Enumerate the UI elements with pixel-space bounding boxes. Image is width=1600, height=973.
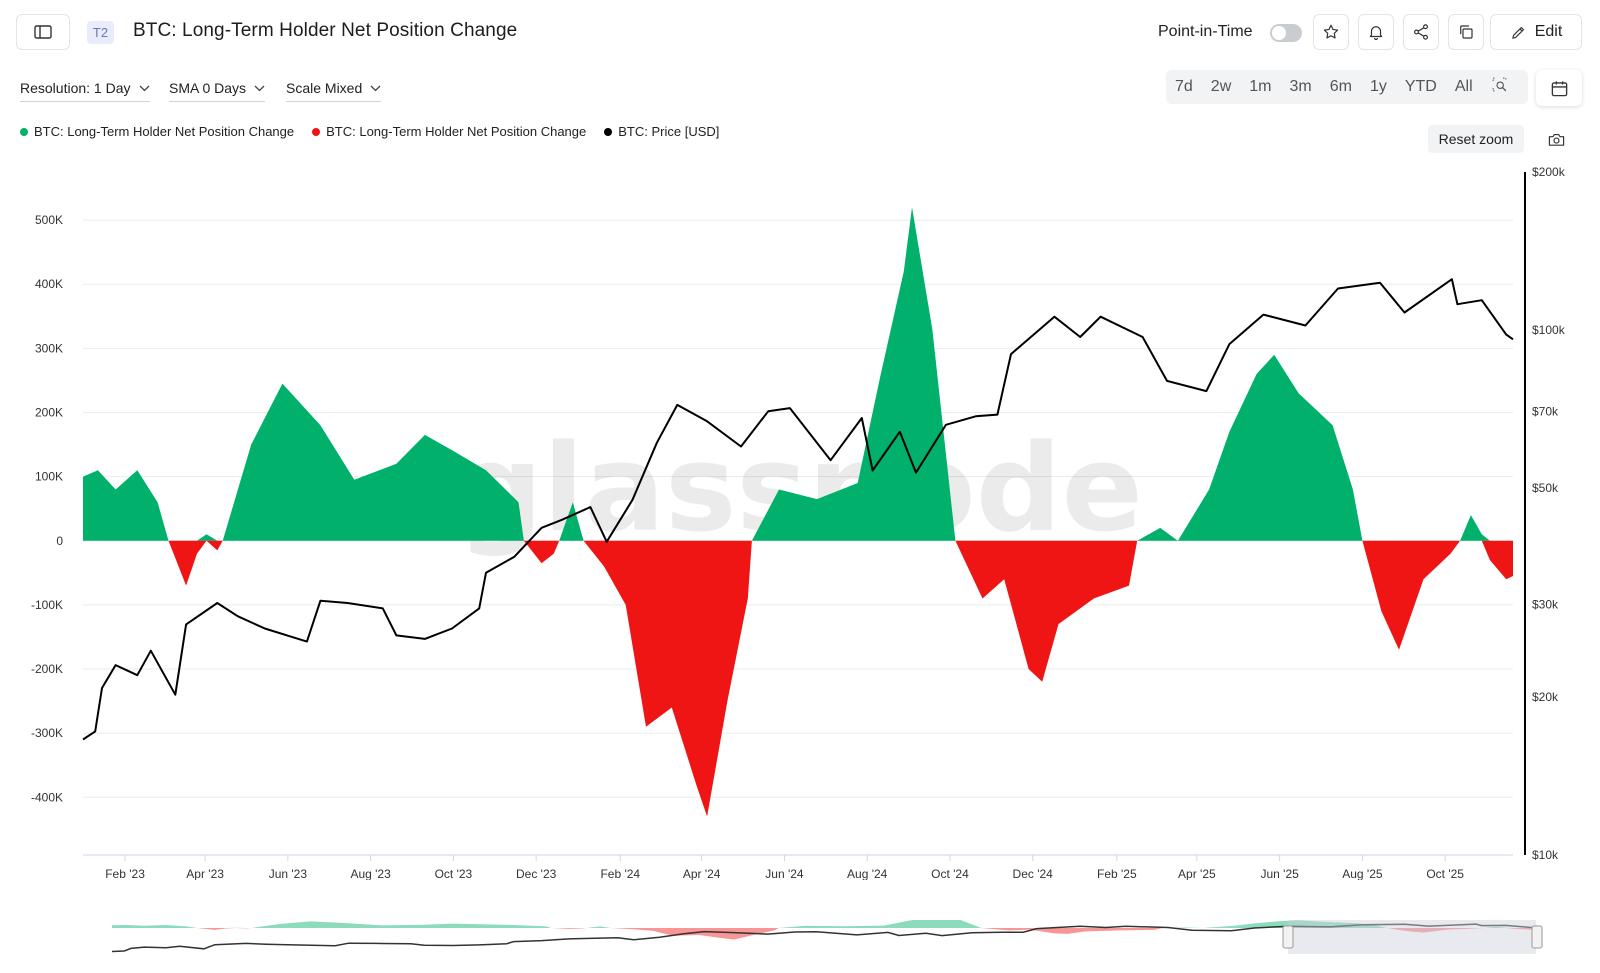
main-chart: 500K 400K 300K 200K 100K 0 -100K -200K -300K -400… [31, 165, 1566, 880]
x-axis-tick-label: Oct '25 [1426, 867, 1464, 880]
x-axis-tick-label: Dec '23 [516, 867, 557, 880]
edit-button[interactable]: Edit [1490, 14, 1582, 50]
alert-button[interactable] [1358, 14, 1394, 50]
y-axis-tick-label: 300K [35, 341, 63, 355]
x-axis-tick-label: Oct '24 [931, 867, 969, 880]
y-axis-tick-label: 100K [35, 470, 63, 484]
legend-dot-black [604, 127, 613, 136]
favorite-button[interactable] [1313, 14, 1349, 50]
x-axis-tick-label: Dec '24 [1013, 867, 1054, 880]
calendar-icon [1551, 80, 1567, 96]
right-axis-tick-label: $50k [1532, 481, 1559, 495]
x-axis-tick-label: Aug '25 [1342, 867, 1383, 880]
y-axis-tick-label: -100K [31, 598, 63, 612]
x-axis-tick-label: Jun '25 [1260, 867, 1299, 880]
star-icon [1323, 24, 1339, 39]
sma-dropdown[interactable]: SMA 0 Days [169, 80, 266, 102]
sma-value: SMA 0 Days [169, 80, 247, 96]
right-axis-tick-label: $70k [1532, 404, 1559, 418]
export-image-button[interactable] [1544, 128, 1568, 150]
top-bar: T2 BTC: Long-Term Holder Net Position Ch… [0, 0, 1600, 66]
navigator-negative-area [112, 928, 1537, 940]
point-in-time-label: Point-in-Time [1158, 23, 1253, 40]
point-in-time-toggle[interactable] [1270, 24, 1302, 42]
resolution-value: Resolution: 1 Day [20, 80, 131, 96]
chevron-down-icon [254, 85, 265, 91]
legend-label: BTC: Long-Term Holder Net Position Chang… [326, 124, 587, 139]
legend-label: BTC: Long-Term Holder Net Position Chang… [34, 124, 295, 139]
page-title: BTC: Long-Term Holder Net Position Chang… [133, 20, 518, 41]
series-positive-area [83, 207, 1513, 541]
legend-item-positive[interactable]: BTC: Long-Term Holder Net Position Chang… [20, 124, 294, 139]
right-axis-tick-label: $100k [1532, 323, 1566, 337]
scale-dropdown[interactable]: Scale Mixed [286, 80, 382, 102]
series-price-line [82, 278, 1514, 741]
x-axis-tick-label: Jun '24 [765, 867, 804, 880]
legend-item-price[interactable]: BTC: Price [USD] [604, 124, 719, 139]
edit-label: Edit [1534, 23, 1563, 40]
navigator-price-line [111, 923, 1538, 953]
reset-zoom-button[interactable]: Reset zoom [1428, 125, 1524, 153]
range-button-all[interactable]: All [1454, 78, 1473, 95]
range-button-7d[interactable]: 7d [1175, 78, 1193, 95]
navigator-positive-area [112, 920, 1537, 928]
range-button-2w[interactable]: 2w [1210, 78, 1232, 95]
resolution-dropdown[interactable]: Resolution: 1 Day [20, 80, 150, 102]
pencil-icon [1511, 26, 1524, 39]
x-axis-tick-label: Oct '23 [435, 867, 473, 880]
sidebar-toggle-button[interactable] [16, 14, 70, 50]
chart-legend: BTC: Long-Term Holder Net Position Chang… [20, 124, 719, 139]
zoom-select-button[interactable] [1482, 76, 1517, 98]
legend-dot-green [20, 127, 28, 136]
right-axis-tick-label: $30k [1532, 598, 1559, 612]
navigator-handle-right[interactable] [1531, 925, 1543, 949]
x-axis-tick-label: Aug '24 [847, 867, 888, 880]
right-axis-tick-label: $200k [1532, 165, 1566, 179]
legend-label: BTC: Price [USD] [618, 124, 720, 139]
camera-icon [1548, 133, 1564, 146]
x-axis-tick-label: Feb '25 [1097, 867, 1137, 880]
range-button-3m[interactable]: 3m [1289, 78, 1312, 95]
y-axis-tick-label: 500K [35, 213, 63, 227]
y-axis-tick-label: 200K [35, 405, 63, 419]
sidebar-icon [34, 25, 52, 39]
navigator [111, 920, 1543, 954]
legend-dot-red [312, 127, 321, 136]
x-axis-tick-label: Aug '23 [350, 867, 391, 880]
range-button-1y[interactable]: 1y [1369, 78, 1387, 95]
scale-value: Scale Mixed [286, 80, 363, 96]
chevron-down-icon [139, 85, 149, 91]
right-axis-tick-label: $20k [1532, 690, 1559, 704]
range-button-ytd[interactable]: YTD [1404, 78, 1437, 95]
y-axis-tick-label: 400K [35, 277, 63, 291]
legend-item-negative[interactable]: BTC: Long-Term Holder Net Position Chang… [312, 124, 586, 139]
chart-controls: Resolution: 1 Day SMA 0 Days Scale Mixed… [0, 70, 1600, 110]
y-axis-tick-label: -200K [31, 662, 63, 676]
navigator-handle-left[interactable] [1282, 925, 1294, 949]
navigator-selected-range [1288, 920, 1536, 954]
x-axis-tick-label: Feb '23 [105, 867, 145, 880]
date-picker-button[interactable] [1536, 70, 1582, 106]
chevron-down-icon [370, 85, 381, 91]
bell-icon [1369, 26, 1383, 41]
y-axis-tick-label: -400K [31, 790, 63, 804]
share-icon [1414, 24, 1428, 40]
zoom-select-icon [1492, 77, 1507, 92]
range-button-1m[interactable]: 1m [1249, 78, 1272, 95]
tier-badge: T2 [87, 21, 114, 44]
series-negative-area [83, 540, 1513, 817]
right-axis-tick-label: $10k [1532, 848, 1559, 862]
y-axis-tick-label: -300K [31, 726, 63, 740]
copy-icon [1460, 25, 1473, 39]
x-axis-tick-label: Apr '24 [683, 867, 721, 880]
x-axis-tick-label: Apr '25 [1178, 867, 1216, 880]
x-axis-tick-label: Feb '24 [600, 867, 640, 880]
x-axis-tick-label: Jun '23 [269, 867, 308, 880]
y-axis-tick-label: 0 [56, 534, 63, 548]
x-axis-tick-label: Apr '23 [186, 867, 224, 880]
range-button-6m[interactable]: 6m [1329, 78, 1352, 95]
duplicate-button[interactable] [1448, 14, 1484, 50]
time-range-selector: 7d 2w 1m 3m 6m 1y YTD All [1166, 70, 1528, 104]
share-button[interactable] [1403, 14, 1439, 50]
